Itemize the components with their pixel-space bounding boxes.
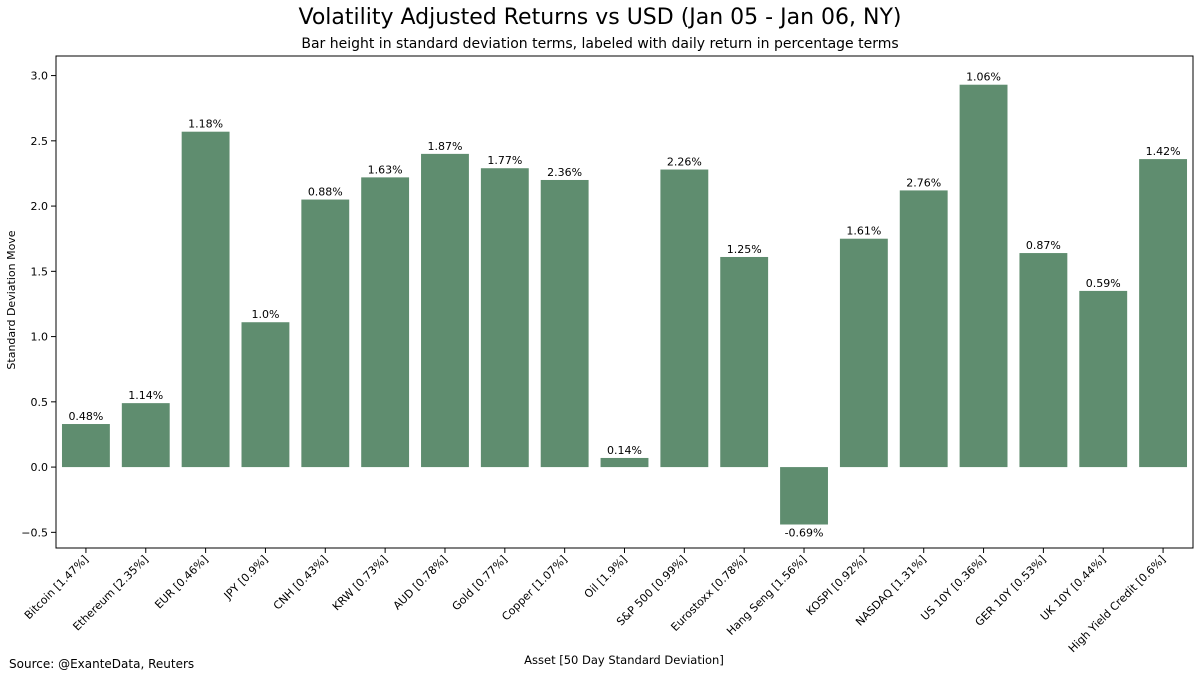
bar xyxy=(839,238,888,468)
bar xyxy=(1019,253,1068,468)
bar xyxy=(959,84,1008,468)
bar xyxy=(301,199,350,468)
x-tick-label: AUD [0.78%] xyxy=(391,553,450,612)
bar xyxy=(899,190,948,468)
x-tick-label: KRW [0.73%] xyxy=(330,553,390,613)
x-tick-label: High Yield Credit [0.6%] xyxy=(1066,553,1168,655)
y-axis-label: Standard Deviation Move xyxy=(5,230,18,369)
data-label: 1.25% xyxy=(727,243,762,256)
data-label: 1.63% xyxy=(368,163,403,176)
data-label: 1.87% xyxy=(427,140,462,153)
bar xyxy=(121,403,170,468)
bar xyxy=(61,424,110,468)
chart-title: Volatility Adjusted Returns vs USD (Jan … xyxy=(298,5,902,30)
data-label: 1.0% xyxy=(251,308,279,321)
data-label: 1.18% xyxy=(188,118,223,131)
data-label: 0.59% xyxy=(1086,277,1121,290)
bar xyxy=(540,179,589,468)
y-tick-label: 1.0 xyxy=(31,331,49,344)
bar xyxy=(421,153,469,468)
data-label: 2.36% xyxy=(547,166,582,179)
data-label: 0.48% xyxy=(68,410,103,423)
data-label: 0.14% xyxy=(607,444,642,457)
bars-layer xyxy=(61,84,1188,525)
x-tick-label: JPY [0.9%] xyxy=(221,553,271,603)
data-label: 2.76% xyxy=(906,176,941,189)
data-label: 0.88% xyxy=(308,186,343,199)
data-label: 1.77% xyxy=(487,154,522,167)
y-tick-label: −0.5 xyxy=(21,526,48,539)
y-tick-label: 1.5 xyxy=(31,265,49,278)
x-tick-label: Oil [1.9%] xyxy=(582,553,630,601)
bar xyxy=(600,457,649,468)
bar xyxy=(480,168,529,468)
y-tick-label: 3.0 xyxy=(31,70,49,83)
data-labels-layer: 0.48% 1.14% 1.18% 1.0% 0.88% 1.63% 1.87% 1.77% 2… xyxy=(68,71,1180,540)
x-tick-label: Gold [0.77%] xyxy=(450,553,510,613)
x-tick-label: EUR [0.46%] xyxy=(152,553,210,611)
x-tick-label: Copper [1.07%] xyxy=(499,553,570,624)
data-label: 1.14% xyxy=(128,389,163,402)
x-axis-label: Asset [50 Day Standard Deviation] xyxy=(524,653,724,667)
data-label: 0.87% xyxy=(1026,239,1061,252)
x-tick-label: CNH [0.43%] xyxy=(271,553,331,613)
data-label: -0.69% xyxy=(785,527,824,540)
y-tick-label: 2.5 xyxy=(31,135,49,148)
y-tick-label: 2.0 xyxy=(31,200,49,213)
bar xyxy=(1139,159,1188,468)
bar xyxy=(181,131,230,468)
source-note: Source: @ExanteData, Reuters xyxy=(9,657,195,671)
bar xyxy=(1079,290,1128,468)
data-label: 1.42% xyxy=(1146,145,1181,158)
bar xyxy=(720,256,769,468)
bar xyxy=(780,467,828,525)
x-tick-label: KOSPI [0.92%] xyxy=(804,553,869,618)
data-label: 1.61% xyxy=(846,225,881,238)
x-tick-label: US 10Y [0.36%] xyxy=(918,553,988,623)
chart-subtitle: Bar height in standard deviation terms, … xyxy=(301,36,899,52)
y-tick-label: 0.5 xyxy=(31,396,49,409)
bar xyxy=(660,169,709,468)
data-label: 1.06% xyxy=(966,71,1001,84)
x-tick-label: Bitcoin [1.47%] xyxy=(22,553,91,622)
data-label: 2.26% xyxy=(667,156,702,169)
y-tick-label: 0.0 xyxy=(31,461,49,474)
bar xyxy=(241,322,290,468)
bar xyxy=(361,177,410,468)
